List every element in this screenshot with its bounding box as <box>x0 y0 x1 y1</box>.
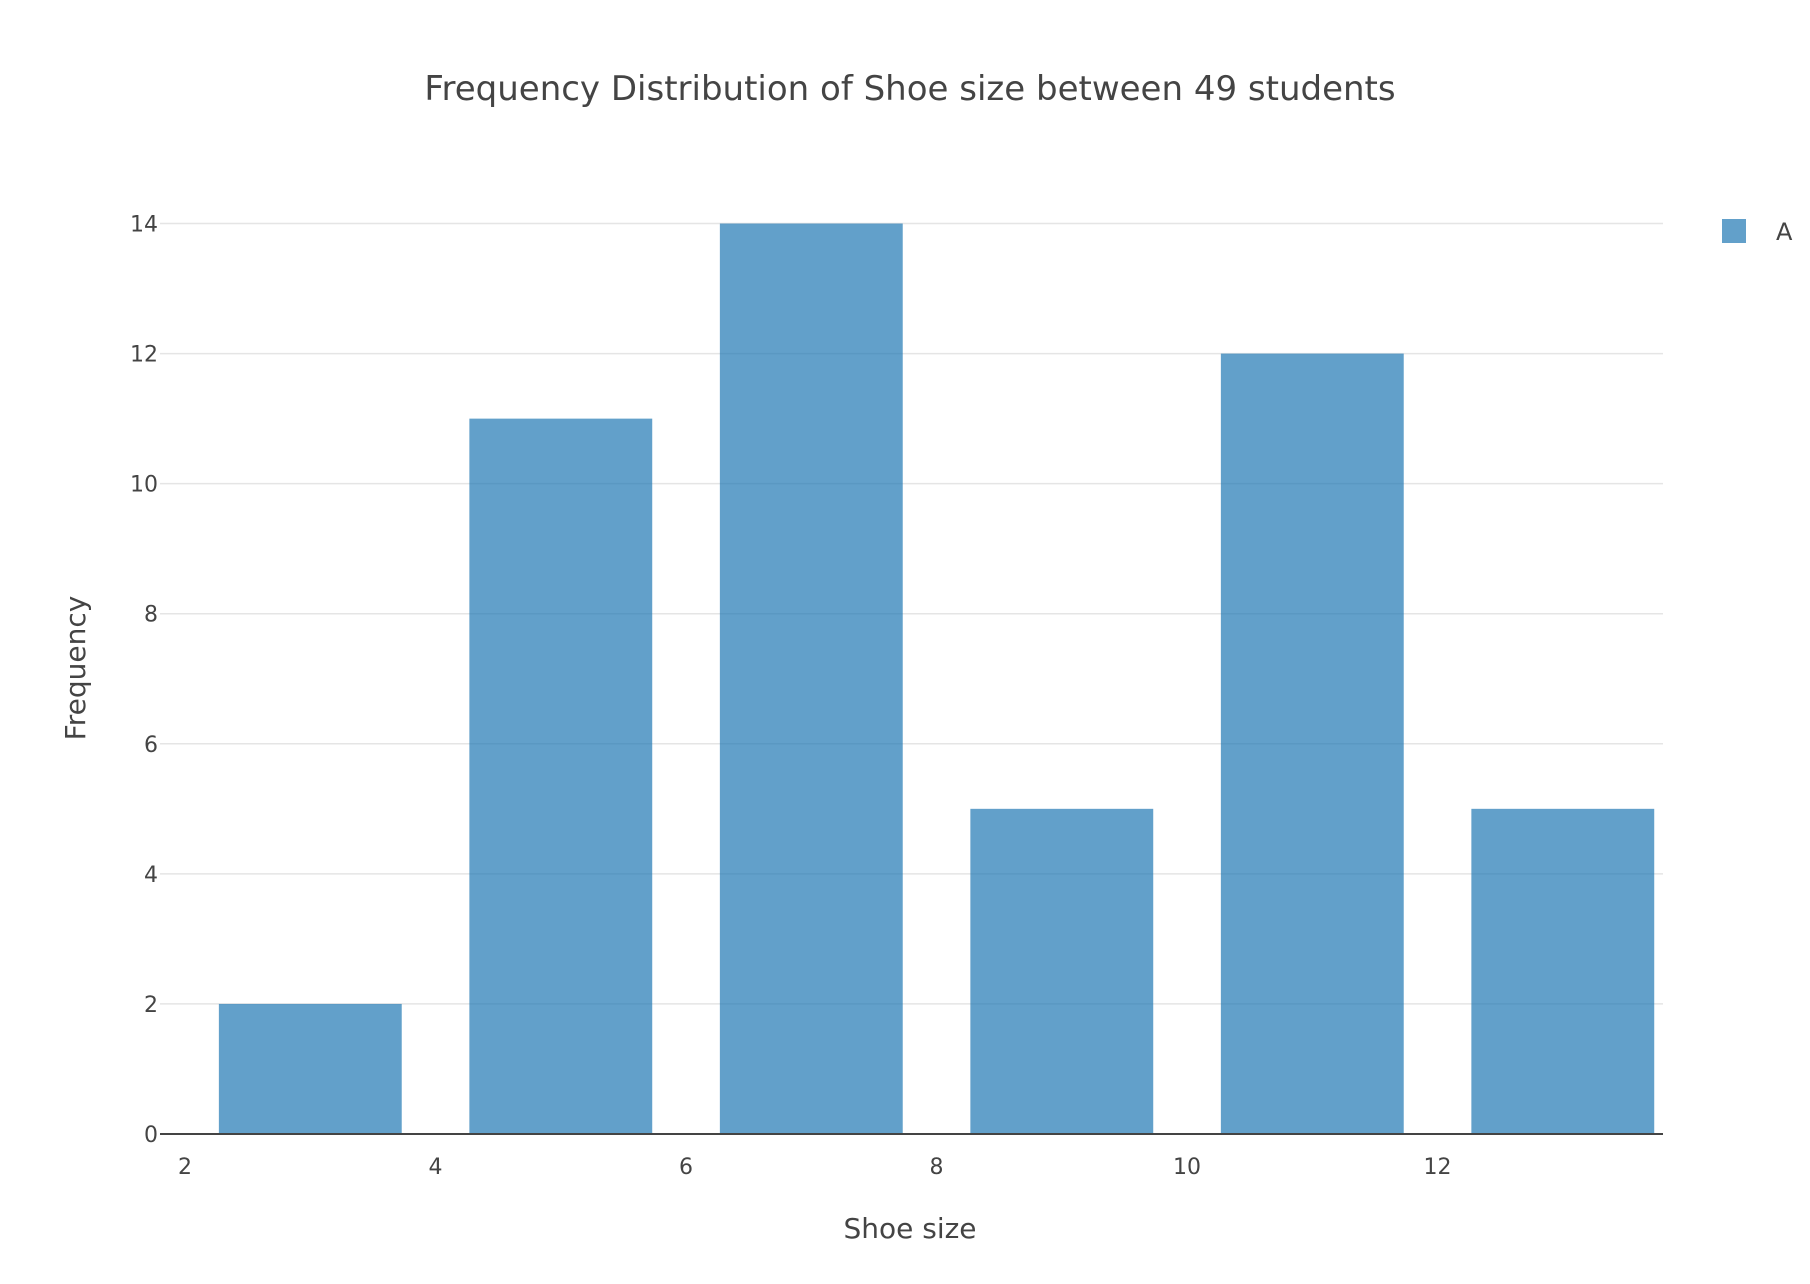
bar[interactable] <box>1220 353 1404 1135</box>
y-axis-title: Frequency <box>59 596 92 741</box>
y-tick-label: 0 <box>144 1123 158 1148</box>
y-tick-label: 10 <box>130 473 158 498</box>
bars <box>218 223 1655 1135</box>
bar[interactable] <box>1471 808 1655 1134</box>
y-axis-ticks: 0 2 4 6 8 10 12 14 <box>130 213 158 1148</box>
x-tick-label: 8 <box>930 1155 944 1180</box>
legend-swatch <box>1722 219 1746 243</box>
y-tick-label: 4 <box>144 863 158 888</box>
x-axis-ticks: 2 4 6 8 10 12 <box>178 1155 1452 1180</box>
chart-title: Frequency Distribution of Shoe size betw… <box>424 69 1395 109</box>
y-tick-label: 6 <box>144 733 158 758</box>
x-tick-label: 4 <box>429 1155 443 1180</box>
y-tick-label: 8 <box>144 603 158 628</box>
x-tick-label: 2 <box>178 1155 192 1180</box>
x-tick-label: 10 <box>1173 1155 1201 1180</box>
x-axis-title: Shoe size <box>843 1212 976 1245</box>
x-tick-label: 6 <box>679 1155 693 1180</box>
bar[interactable] <box>469 418 653 1134</box>
legend-label: A <box>1776 218 1793 246</box>
x-tick-label: 12 <box>1424 1155 1452 1180</box>
y-tick-label: 12 <box>130 343 158 368</box>
grid <box>160 222 1663 1005</box>
bar[interactable] <box>719 223 903 1134</box>
y-tick-label: 2 <box>144 993 158 1018</box>
y-tick-label: 14 <box>130 213 158 238</box>
bar[interactable] <box>218 1003 402 1134</box>
bar[interactable] <box>970 808 1154 1134</box>
legend[interactable]: A <box>1722 218 1793 246</box>
